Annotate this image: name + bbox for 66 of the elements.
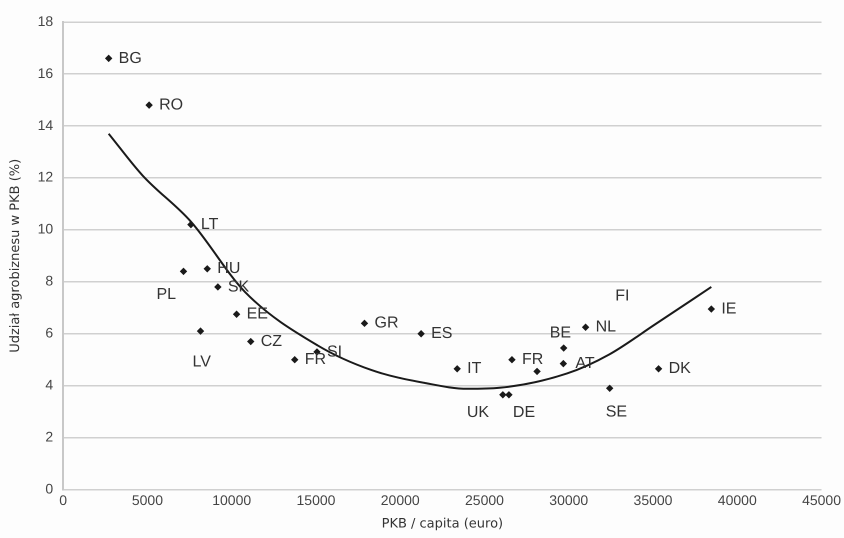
point (655, 365, 662, 372)
point (247, 338, 254, 346)
y-tick-label: 8 (45, 272, 54, 289)
data-label: FR (522, 351, 544, 368)
y-tick-label: 6 (45, 324, 54, 341)
point (204, 265, 211, 272)
point (418, 330, 425, 338)
x-tick-label: 25000 (465, 492, 504, 508)
data-label: LT (200, 216, 219, 234)
point (505, 391, 512, 398)
y-axis-title: Udział agrobiznesu w PKB (%) (8, 158, 24, 353)
y-tick-label: 18 (38, 12, 54, 29)
data-label: BE (550, 324, 572, 342)
point (197, 328, 204, 335)
point (105, 54, 112, 62)
point (560, 360, 567, 368)
data-label: CZ (260, 332, 282, 350)
x-tick-label: 30000 (549, 492, 588, 508)
point (360, 320, 368, 327)
y-tick-label: 16 (38, 64, 54, 81)
line-series (108, 132, 712, 390)
y-tick-label: 0 (45, 480, 54, 496)
y-tick-label: 12 (38, 168, 54, 185)
x-tick-label: 35000 (634, 492, 673, 508)
y-tick-label: 2 (45, 428, 54, 445)
data-label: BG (118, 50, 142, 67)
x-tick-label: 20000 (380, 492, 420, 508)
data-label: GR (374, 314, 398, 332)
x-tick-label: 40000 (718, 492, 757, 508)
point (606, 384, 614, 392)
y-tick-label: 10 (38, 220, 54, 237)
point (508, 356, 516, 364)
data-label: FR (304, 351, 326, 368)
y-tick-label: 4 (45, 376, 54, 393)
data-label: PL (156, 286, 176, 303)
x-tick-label: 15000 (296, 492, 336, 508)
point (180, 268, 187, 275)
data-label: ES (431, 325, 452, 342)
data-label: EE (246, 306, 268, 323)
point (499, 391, 506, 398)
y-tick-label: 14 (38, 116, 54, 133)
x-tick-label: 10000 (212, 492, 252, 508)
point (214, 283, 222, 290)
data-label: UK (466, 404, 490, 422)
data-label: RO (159, 96, 184, 114)
data-label: LV (192, 354, 212, 371)
point (560, 344, 568, 352)
point (582, 324, 590, 331)
data-label: SE (606, 404, 628, 421)
data-label: NL (596, 318, 616, 336)
point (534, 368, 541, 375)
data-label: IT (467, 360, 482, 378)
data-label: IE (721, 300, 736, 318)
x-axis-title: PKB / capita (euro) (382, 516, 504, 532)
x-tick-label: 0 (59, 492, 68, 508)
point (233, 310, 240, 318)
x-tick-label: 5000 (132, 492, 164, 508)
data-label: DE (512, 404, 536, 422)
point (291, 356, 298, 364)
x-tick-label: 45000 (802, 492, 842, 508)
data-label: DK (668, 360, 692, 378)
point (146, 102, 153, 109)
point (187, 221, 194, 228)
annotation: FI (615, 287, 630, 304)
point (454, 365, 461, 372)
point (708, 306, 715, 313)
